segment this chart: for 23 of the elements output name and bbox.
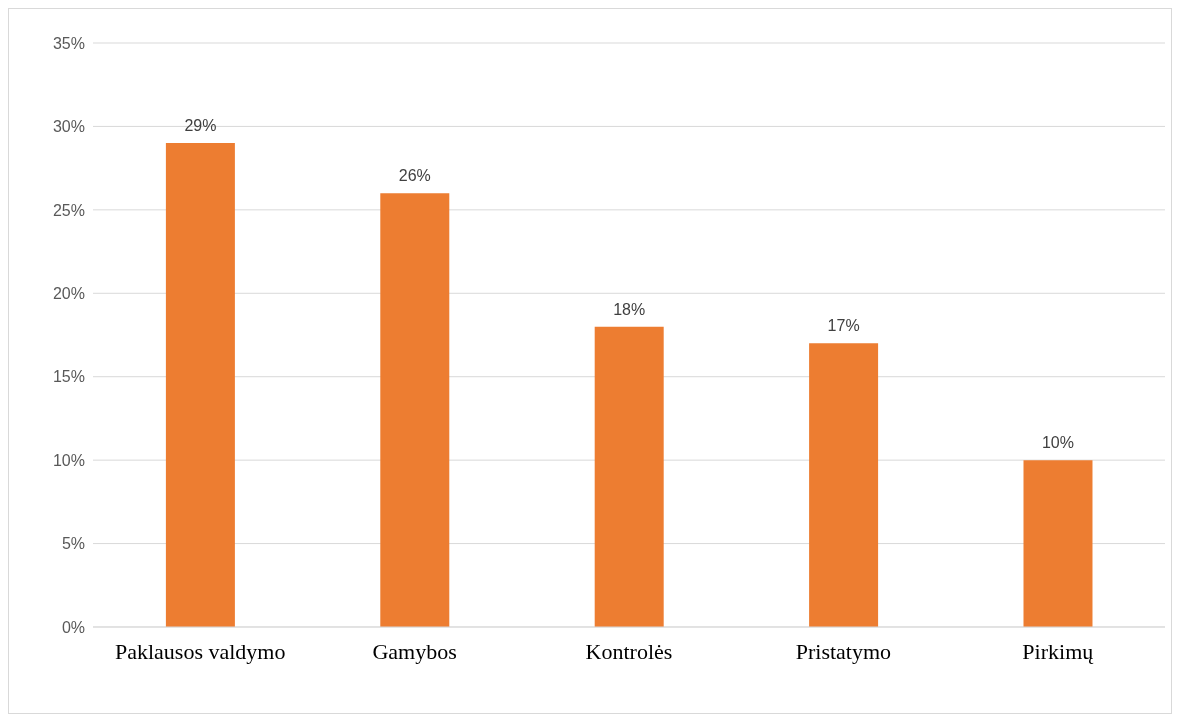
y-tick-label: 35%: [52, 34, 85, 52]
x-tick-label: Kontrolės: [585, 638, 673, 664]
y-tick-label: 25%: [52, 201, 85, 219]
bar: [165, 143, 235, 627]
x-tick-label: Pirkimų: [1022, 638, 1095, 664]
data-label: 10%: [1041, 434, 1075, 452]
data-label: 26%: [398, 167, 431, 185]
data-label: 17%: [827, 317, 860, 335]
y-tick-label: 10%: [52, 451, 85, 469]
bar: [594, 326, 664, 627]
bar: [1023, 460, 1093, 627]
y-tick-label: 0%: [61, 618, 85, 636]
y-tick-label: 30%: [52, 118, 85, 136]
bar: [809, 343, 879, 627]
x-tick-label: Pristatymo: [795, 638, 892, 664]
data-label: 18%: [613, 300, 646, 318]
y-tick-label: 5%: [61, 535, 85, 553]
bar: [380, 193, 450, 627]
x-tick-label: Gamybos: [372, 638, 457, 664]
x-tick-label: Paklausos valdymo: [114, 638, 286, 664]
y-tick-label: 15%: [52, 368, 85, 386]
y-tick-label: 20%: [52, 284, 85, 302]
data-label: 29%: [184, 117, 217, 135]
